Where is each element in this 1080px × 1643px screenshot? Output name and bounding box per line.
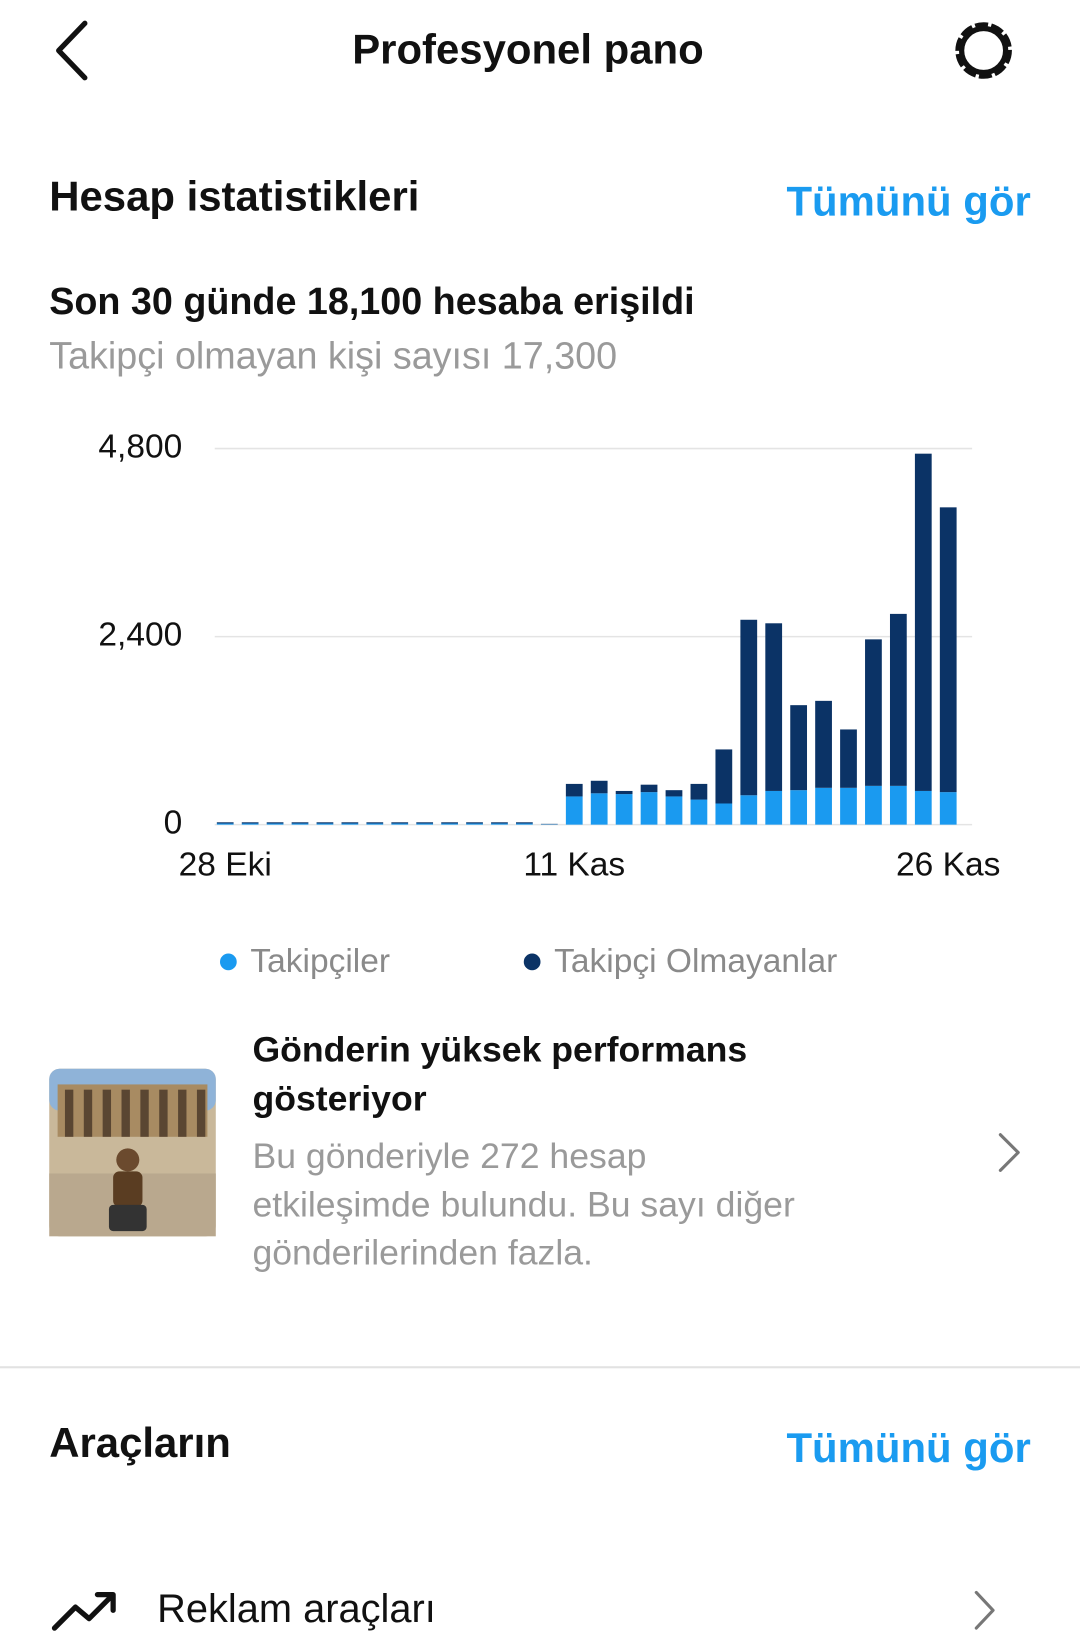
- bar-segment: [715, 803, 733, 825]
- bar-segment: [939, 507, 957, 793]
- bar-segment: [565, 783, 583, 797]
- bar-segment: [865, 785, 882, 825]
- bar-segment: [690, 783, 708, 800]
- chevron: [998, 1133, 1020, 1172]
- bar-segment: [939, 792, 957, 825]
- reach-text: Son 30 günde 18,100 hesaba erişildi: [49, 280, 694, 322]
- bar-segment: [590, 780, 608, 794]
- bar-segment: [216, 823, 234, 825]
- see-all-link[interactable]: Tümünü gör: [786, 1424, 1030, 1471]
- bar-segment: [790, 790, 808, 825]
- bar-segment: [690, 799, 708, 825]
- bar-segment: [615, 790, 633, 795]
- bar-segment: [316, 823, 334, 825]
- post-thumbnail: [49, 1068, 216, 1237]
- bar-segment: [615, 794, 633, 825]
- divider: [0, 1366, 1080, 1369]
- post-text: gönderilerinden fazla.: [252, 1233, 593, 1273]
- chart: 0 2,400 4,800 28 Eki 11 Kas 26 Kas Takipçiler T…: [98, 428, 1000, 979]
- trend-icon: [51, 1591, 116, 1631]
- bar-segment: [914, 790, 932, 825]
- bar-segment: [740, 619, 758, 796]
- bar-segment: [565, 796, 583, 825]
- y-tick-label: 4,800: [98, 428, 182, 465]
- post-title: gösteriyor: [252, 1079, 426, 1119]
- post-text: Bu gönderiyle 272 hesap: [252, 1136, 646, 1176]
- bar-segment: [715, 749, 733, 804]
- see-all-link[interactable]: Tümünü gör: [786, 178, 1030, 225]
- bar-segment: [291, 823, 309, 825]
- bar-segment: [391, 823, 409, 825]
- bar-segment: [291, 822, 309, 824]
- bar-segment: [341, 822, 359, 824]
- tool-label: Reklam araçları: [157, 1587, 436, 1631]
- bar-segment: [590, 793, 608, 825]
- bar-segment: [765, 790, 783, 825]
- section-title: Araçların: [49, 1419, 231, 1466]
- legend-dot: [219, 953, 237, 971]
- bar-segment: [416, 822, 434, 824]
- bar-segment: [840, 729, 857, 788]
- page-title: Profesyonel pano: [352, 26, 704, 73]
- back-button[interactable]: [56, 20, 88, 81]
- x-tick-label: 26 Kas: [896, 846, 1000, 883]
- tool-item[interactable]: Reklam araçları: [51, 1587, 995, 1631]
- bar-segment: [316, 822, 334, 824]
- post-title: Gönderin yüksek performans: [252, 1029, 747, 1069]
- bar-segment: [840, 787, 857, 825]
- bar-segment: [366, 823, 384, 825]
- bar-segment: [466, 822, 483, 824]
- bar-segment: [216, 822, 234, 824]
- bar-segment: [266, 822, 284, 824]
- bar-segment: [266, 823, 284, 825]
- bar-segment: [765, 623, 783, 791]
- y-tick-label: 2,400: [98, 616, 182, 653]
- y-tick-label: 0: [164, 805, 183, 842]
- bar-segment: [516, 823, 533, 825]
- bar-segment: [441, 823, 458, 825]
- chevron: [974, 1590, 995, 1630]
- bar-segment: [416, 823, 434, 825]
- bar-segment: [665, 796, 683, 825]
- bar-segment: [241, 822, 259, 824]
- bar-segment: [341, 823, 359, 825]
- legend-label: Takipçiler: [250, 943, 390, 980]
- bar-segment: [241, 823, 259, 825]
- legend-label: Takipçi Olmayanlar: [554, 943, 837, 980]
- bar-segment: [740, 795, 758, 825]
- bar-segment: [441, 822, 458, 824]
- legend-item: Takipçiler: [219, 943, 390, 980]
- bar-segment: [491, 823, 508, 825]
- bar-segment: [815, 787, 832, 825]
- bar-segment: [491, 822, 508, 824]
- bar-segment: [516, 822, 533, 824]
- legend-dot: [523, 953, 541, 971]
- x-tick-label: 11 Kas: [523, 846, 625, 883]
- settings-button[interactable]: [955, 22, 1012, 79]
- bar-segment: [366, 822, 384, 824]
- bar-segment: [889, 613, 907, 786]
- bar-segment: [640, 792, 658, 825]
- post-insight[interactable]: Gönderin yüksek performans gösteriyor Bu…: [49, 1029, 1020, 1273]
- bar-segment: [391, 822, 409, 824]
- section-title: Hesap istatistikleri: [49, 172, 419, 219]
- x-tick-label: 28 Eki: [179, 846, 272, 883]
- bar-segment: [914, 453, 932, 791]
- non-followers-text: Takipçi olmayan kişi sayısı 17,300: [49, 334, 617, 376]
- bar-segment: [889, 785, 907, 825]
- bar-segment: [790, 705, 808, 791]
- legend-item: Takipçi Olmayanlar: [523, 943, 837, 980]
- bar-segment: [640, 784, 658, 793]
- post-text: etkileşimde bulundu. Bu sayı diğer: [252, 1184, 795, 1224]
- bar-segment: [865, 639, 882, 786]
- bar-segment: [466, 823, 483, 825]
- bar-segment: [665, 790, 683, 797]
- bar-segment: [815, 700, 832, 788]
